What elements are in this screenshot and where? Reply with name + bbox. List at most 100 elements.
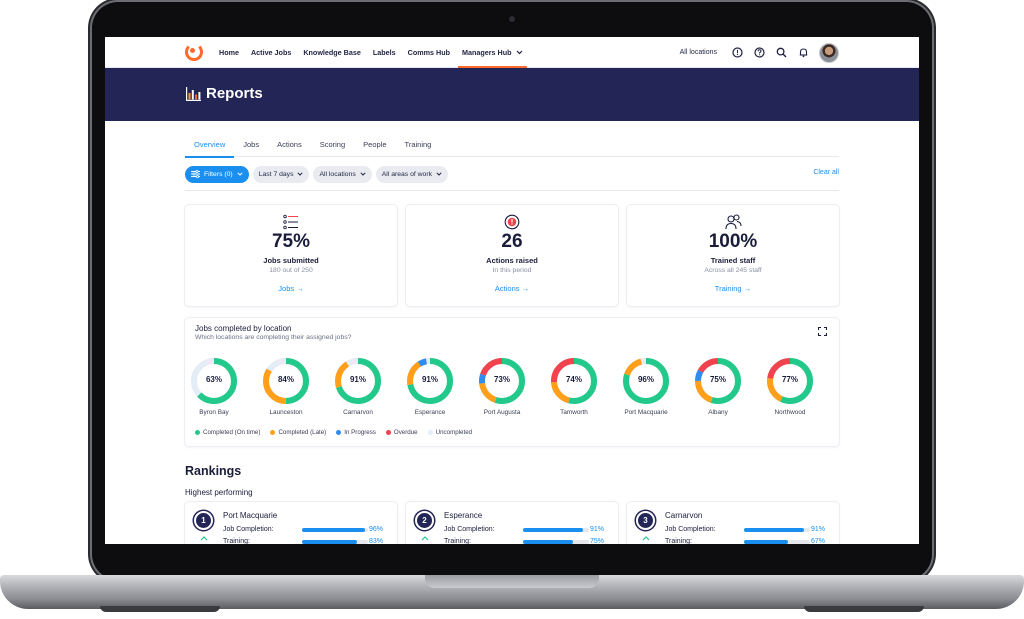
rank-location-name: Esperance [444,511,483,520]
donut-segment [695,358,741,404]
date-range-dropdown[interactable]: Last 7 days [252,165,310,183]
clear-all-link[interactable]: Clear all [813,169,839,176]
donut-chart [191,358,237,404]
location-donut[interactable]: 96% Port Macquarie [619,356,673,416]
bell-icon[interactable] [797,47,809,59]
stat-card-jobs: 75% Jobs submitted 180 out of 250 Jobs → [185,205,397,306]
tab-actions[interactable]: Actions [277,140,302,149]
donut-location-name: Port Macquarie [624,409,668,416]
donut-location-name: Launceston [269,409,303,416]
nav-active-jobs[interactable]: Active Jobs [250,48,292,57]
nav-labels[interactable]: Labels [372,48,396,57]
nav-home[interactable]: Home [219,48,239,57]
actions-link[interactable]: Actions → [406,284,618,293]
location-donut[interactable]: 91% Carnarvon [331,356,385,416]
nav-links: Home Active Jobs Knowledge Base Labels C… [219,37,527,68]
donut-percent: 84% [277,375,294,384]
search-icon[interactable] [775,47,787,59]
rank-badge: 2 [415,511,434,530]
chevron-down-icon [516,50,522,55]
ranking-card[interactable]: 3 Carnarvon Job Completion: 91% Training: 67% [627,502,839,544]
donut-chart [551,358,597,404]
donut-percent: 96% [637,375,654,384]
training-link-label: Training [714,284,742,293]
legend-label: Completed (On time) [203,429,261,436]
training-fill [523,540,573,544]
training-value: 83% [368,538,383,544]
donut-chart [407,358,453,404]
page-title: Reports [206,85,263,102]
tab-overview[interactable]: Overview [185,133,235,158]
legend-completed-on-time: Completed (On time) [195,429,260,436]
camera-dot [509,16,515,22]
expand-icon[interactable] [818,327,827,336]
brand-logo[interactable] [185,43,203,61]
alert-circle-icon[interactable] [731,47,743,59]
donut-segment [407,358,453,404]
training-value: 67% [810,538,825,544]
location-donut[interactable]: 73% Port Augusta [475,356,529,416]
training-bar [744,540,810,544]
legend-label: Overdue [393,429,418,436]
donut-location-name: Carnarvon [343,409,373,416]
chevron-down-icon [297,172,304,176]
location-donut[interactable]: 84% Launceston [259,356,313,416]
page-banner: Reports [105,68,919,121]
legend-uncompleted: Uncompleted [427,429,473,436]
location-donuts: 63% Byron Bay 84% Launceston 91% Carnarvon 91%… [191,356,835,416]
jobs-link-label: Jobs [278,284,295,293]
tab-scoring[interactable]: Scoring [319,140,346,149]
legend-dot [270,430,276,435]
legend-label: Uncompleted [435,429,473,436]
tab-jobs[interactable]: Jobs [243,140,260,149]
legend-dot [195,430,200,435]
donut-segment [263,358,309,404]
training-bar [302,540,368,544]
tab-training[interactable]: Training [404,140,432,149]
tab-people[interactable]: People [363,140,387,149]
ranking-card[interactable]: 1 Port Macquarie Job Completion: 96% Trainin… [185,502,397,544]
location-donut[interactable]: 77% Northwood [763,356,817,416]
donut-chart [695,358,741,404]
filters-button[interactable]: Filters (0) [185,165,249,183]
nav-managers-hub[interactable]: Managers Hub [458,37,527,68]
stat-label: Trained staff [710,256,756,265]
donut-segment [263,358,309,404]
location-selector[interactable]: All locations [679,49,717,56]
donut-segment [335,358,381,404]
donut-legend: Completed (On time) Completed (Late) In … [195,429,472,436]
jobs-link[interactable]: Jobs → [185,284,397,293]
rank-location-name: Port Macquarie [223,511,278,520]
filters-button-label: Filters (0) [204,170,233,178]
legend-dot [336,430,342,435]
legend-label: Completed (Late) [278,429,327,436]
top-navigation: Home Active Jobs Knowledge Base Labels C… [105,37,919,68]
training-link[interactable]: Training → [627,284,839,293]
help-icon[interactable] [753,47,765,59]
chevron-down-icon [436,172,442,176]
locations-dropdown[interactable]: All locations [313,165,372,183]
donut-percent: 73% [493,375,510,384]
user-avatar[interactable] [819,42,839,63]
location-donut[interactable]: 91% Esperance [403,356,457,416]
donut-chart [623,358,669,404]
donut-segment [191,358,237,404]
donut-segment [335,358,381,404]
location-donut[interactable]: 63% Byron Bay [187,356,241,416]
nav-comms-hub[interactable]: Comms Hub [407,48,450,57]
stat-value: 100% [708,231,758,252]
rank-badge: 3 [636,511,655,530]
location-donut[interactable]: 74% Tamworth [547,356,601,416]
date-range-label: Last 7 days [258,170,294,178]
alert-icon [504,214,520,230]
areas-dropdown[interactable]: All areas of work [375,165,448,183]
locations-panel-subtitle: Which locations are completing their ass… [195,334,352,341]
job-completion-value: 96% [368,526,383,533]
donut-segment [479,358,525,404]
ranking-card[interactable]: 2 Esperance Job Completion: 91% Training: 75% [406,502,618,544]
location-donut[interactable]: 75% Albany [691,356,745,416]
app-screen: Home Active Jobs Knowledge Base Labels C… [105,37,919,544]
rank-badge: 1 [194,511,213,530]
arrow-right-icon: → [743,284,752,293]
nav-knowledge-base[interactable]: Knowledge Base [303,48,361,57]
